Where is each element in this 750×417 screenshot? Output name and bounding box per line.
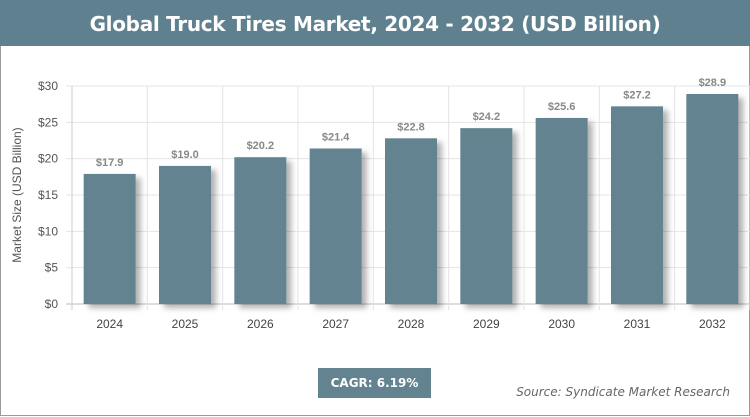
bar-2027 [309,148,362,304]
bar-2025 [159,165,211,304]
y-tick-label: $25 [38,115,58,129]
bar-2024 [83,173,136,304]
x-tick-label: 2027 [322,317,349,331]
x-tick-label: 2030 [548,317,575,331]
y-tick-label: $5 [45,261,59,275]
data-label: $25.6 [548,101,576,113]
x-tick-label: 2024 [96,317,123,331]
y-tick-label: $10 [38,224,58,238]
data-label: $28.9 [699,77,727,89]
y-tick-label: $0 [45,297,59,311]
y-tick-label: $20 [38,152,58,166]
bar-2032 [686,93,739,304]
data-label: $27.2 [623,89,651,101]
bar-2026 [234,157,287,304]
bar-2030 [535,117,588,305]
x-tick-label: 2028 [398,317,425,331]
x-tick-label: 2032 [699,317,726,331]
x-tick-label: 2029 [473,317,500,331]
bar-2031 [611,106,663,304]
chart-title: Global Truck Tires Market, 2024 - 2032 (… [0,0,750,46]
data-label: $21.4 [322,131,350,143]
x-tick-label: 2031 [624,317,651,331]
data-label: $19.0 [171,149,199,161]
data-label: $20.2 [247,140,275,152]
data-label: $22.8 [397,121,425,133]
data-label: $24.2 [473,111,501,123]
bar-2028 [385,138,437,304]
x-tick-label: 2026 [247,317,274,331]
source-note: Source: Syndicate Market Research [516,385,730,399]
y-axis-label: Market Size (USD Billion) [10,127,24,262]
y-tick-label: $30 [38,79,58,93]
y-tick-label: $15 [38,188,58,202]
cagr-badge: CAGR: 6.19% [318,368,431,398]
x-tick-label: 2025 [172,317,199,331]
bar-2029 [460,128,513,304]
data-label: $17.9 [96,157,124,169]
